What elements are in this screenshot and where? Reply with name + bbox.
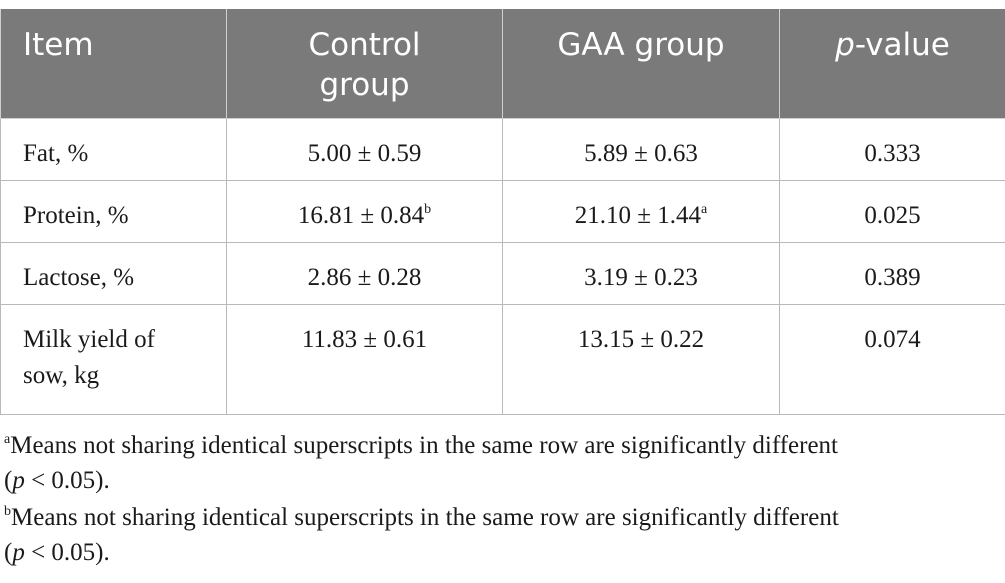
cell-item: Protein, % — [0, 180, 227, 243]
header-item-label: Item — [23, 27, 94, 63]
header-gaa-group-label: GAA group — [557, 27, 725, 63]
footnote-b-text: Means not sharing identical superscripts… — [11, 504, 839, 531]
superscript-a: a — [701, 202, 708, 217]
header-p-value: p-value — [779, 9, 1005, 119]
header-p-value-label: -value — [854, 27, 950, 63]
header-row: Item Control group GAA group p-value — [0, 9, 1005, 119]
table-row: Fat, % 5.00 ± 0.59 5.89 ± 0.63 0.333 — [0, 118, 1005, 181]
table-row: Protein, % 16.81 ± 0.84b 21.10 ± 1.44a 0… — [0, 180, 1005, 243]
cell-control: 16.81 ± 0.84b — [226, 180, 503, 243]
cell-gaa: 5.89 ± 0.63 — [502, 118, 780, 181]
footnote-marker-a: a — [4, 432, 11, 447]
cell-item: Milk yield of sow, kg — [0, 304, 227, 415]
cell-item: Lactose, % — [0, 242, 227, 305]
cell-gaa: 21.10 ± 1.44a — [502, 180, 780, 243]
header-p-italic: p — [835, 27, 855, 63]
superscript-b: b — [424, 202, 432, 217]
header-item: Item — [0, 9, 227, 119]
footnote-a: aMeans not sharing identical superscript… — [4, 432, 838, 494]
table-row: Lactose, % 2.86 ± 0.28 3.19 ± 0.23 0.389 — [0, 242, 1005, 305]
cell-control: 5.00 ± 0.59 — [226, 118, 503, 181]
table-row: Milk yield of sow, kg 11.83 ± 0.61 13.15… — [0, 304, 1005, 415]
cell-control: 11.83 ± 0.61 — [226, 304, 503, 415]
footnote-a-threshold: < 0.05). — [24, 467, 110, 494]
footnote-a-p: p — [12, 467, 25, 494]
footnote-a-text: Means not sharing identical superscripts… — [10, 432, 838, 459]
footnote-b-threshold: < 0.05). — [24, 539, 110, 566]
footnote-marker-b: b — [4, 504, 11, 519]
cell-control: 2.86 ± 0.28 — [226, 242, 503, 305]
table-footnotes: aMeans not sharing identical superscript… — [4, 428, 994, 572]
cell-p-value: 0.025 — [779, 180, 1005, 243]
header-control-group-label: Control group — [308, 27, 421, 103]
footnote-b: bMeans not sharing identical superscript… — [4, 504, 839, 566]
data-table: Item Control group GAA group p-value Fat… — [0, 9, 1005, 415]
cell-item: Fat, % — [0, 118, 227, 181]
cell-p-value: 0.333 — [779, 118, 1005, 181]
cell-gaa: 3.19 ± 0.23 — [502, 242, 780, 305]
footnote-b-p: p — [12, 539, 25, 566]
cell-gaa: 13.15 ± 0.22 — [502, 304, 780, 415]
header-gaa-group: GAA group — [502, 9, 780, 119]
cell-p-value: 0.074 — [779, 304, 1005, 415]
header-control-group: Control group — [226, 9, 503, 119]
cell-p-value: 0.389 — [779, 242, 1005, 305]
